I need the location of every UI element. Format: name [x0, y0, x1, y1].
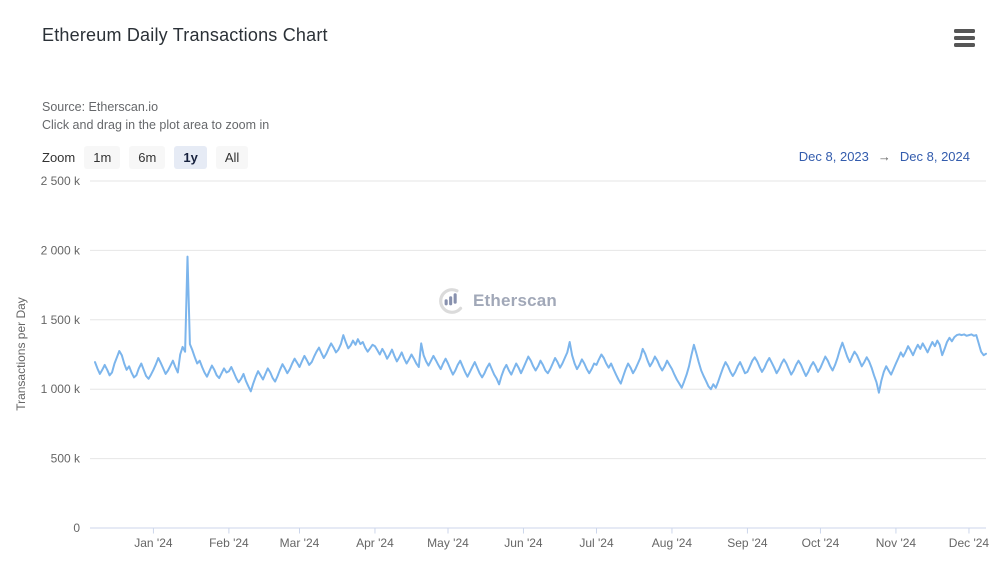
y-axis-label: 2 500 k [41, 174, 81, 188]
x-axis-label: Jan '24 [134, 536, 173, 550]
x-axis-label: Sep '24 [727, 536, 768, 550]
range-selector: Zoom 1m 6m 1y All [42, 145, 257, 169]
daily-transactions-series[interactable] [94, 255, 987, 394]
range-arrow-icon: → [877, 149, 891, 164]
range-end-date[interactable]: Dec 8, 2024 [899, 149, 970, 164]
zoom-1m-button[interactable]: 1m [84, 145, 121, 169]
x-axis-label: Jul '24 [579, 536, 614, 550]
x-axis-label: May '24 [427, 536, 469, 550]
y-axis-label: 2 000 k [41, 243, 81, 257]
y-axis-title: Transactions per Day [14, 297, 28, 411]
y-axis-label: 500 k [51, 452, 81, 466]
zoom-1y-button[interactable]: 1y [174, 145, 207, 169]
zoom-all-button[interactable]: All [215, 145, 249, 169]
x-axis-label: Nov '24 [876, 536, 917, 550]
range-start-date[interactable]: Dec 8, 2023 [798, 149, 869, 164]
x-axis-label: Aug '24 [652, 536, 693, 550]
y-axis-label: 0 [73, 521, 80, 535]
plot-area[interactable] [90, 181, 986, 528]
date-range-display: Dec 8, 2023 → Dec 8, 2024 [799, 149, 970, 164]
zoom-label: Zoom [42, 149, 76, 165]
zoom-hint: Click and drag in the plot area to zoom … [42, 117, 270, 132]
chart-context-menu-button[interactable] [954, 28, 976, 48]
zoom-6m-button[interactable]: 6m [129, 145, 166, 169]
source-credit: Source: Etherscan.io [42, 100, 159, 114]
x-axis-label: Feb '24 [209, 536, 249, 550]
x-axis-label: Apr '24 [356, 536, 394, 550]
x-axis-label: Dec '24 [949, 536, 990, 550]
chart-subheader: Source: Etherscan.io Click and drag in t… [42, 99, 269, 134]
x-axis-label: Mar '24 [280, 536, 320, 550]
x-axis-label: Oct '24 [802, 536, 840, 550]
page-title: Ethereum Daily Transactions Chart [42, 25, 328, 45]
y-axis-label: 1 000 k [41, 382, 81, 396]
y-axis-label: 1 500 k [41, 313, 81, 327]
x-axis-label: Jun '24 [504, 536, 543, 550]
